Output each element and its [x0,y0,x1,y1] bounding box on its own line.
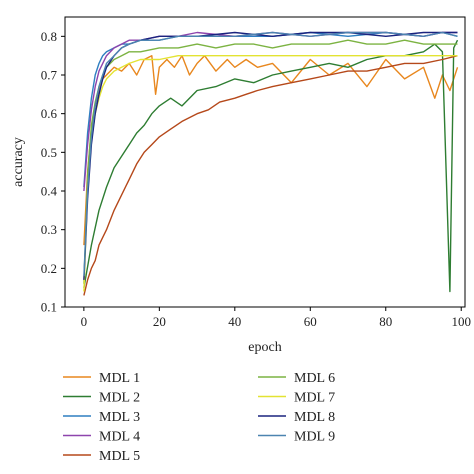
legend: MDL 1 MDL 2 MDL 3 MDL 4 MDL 5 MDL 6 MDL 7 MDL 8… [63,371,335,464]
y-tick-label: 0.2 [41,261,57,276]
y-tick-label: 0.8 [41,29,57,44]
series-line-1 [83,55,459,246]
y-axis-ticks: 0.1 0.2 0.3 0.4 0.5 0.6 0.7 0.8 [41,29,65,315]
legend-label-3: MDL 3 [99,410,140,425]
legend-label-1: MDL 1 [99,371,140,386]
series-layer [83,31,459,296]
y-axis-label: accuracy [11,137,26,187]
y-tick-label: 0.3 [41,222,57,237]
y-tick-label: 0.5 [41,145,57,160]
series-line-6 [83,39,458,284]
y-tick-label: 0.7 [41,68,58,83]
y-tick-label: 0.1 [41,300,57,315]
legend-label-4: MDL 4 [99,430,140,445]
y-tick-label: 0.4 [41,184,58,199]
x-tick-label: 60 [304,314,317,329]
x-axis-ticks: 0 20 40 60 80 100 [81,307,471,329]
legend-label-6: MDL 6 [294,371,335,386]
plot-frame [64,16,466,308]
series-line-9 [83,31,458,277]
x-tick-label: 80 [379,314,392,329]
x-tick-label: 40 [228,314,241,329]
series-line-7 [83,55,458,292]
x-tick-label: 20 [153,314,166,329]
y-tick-label: 0.6 [41,106,58,121]
series-line-5 [83,55,458,296]
x-tick-label: 0 [81,314,88,329]
legend-label-8: MDL 8 [294,410,335,425]
x-tick-label: 100 [451,314,471,329]
legend-label-2: MDL 2 [99,391,140,406]
series-line-8 [83,31,458,280]
x-axis-label: epoch [248,340,281,355]
legend-label-5: MDL 5 [99,449,140,464]
legend-label-7: MDL 7 [294,391,335,406]
series-line-2 [83,39,459,293]
legend-label-9: MDL 9 [294,430,335,445]
